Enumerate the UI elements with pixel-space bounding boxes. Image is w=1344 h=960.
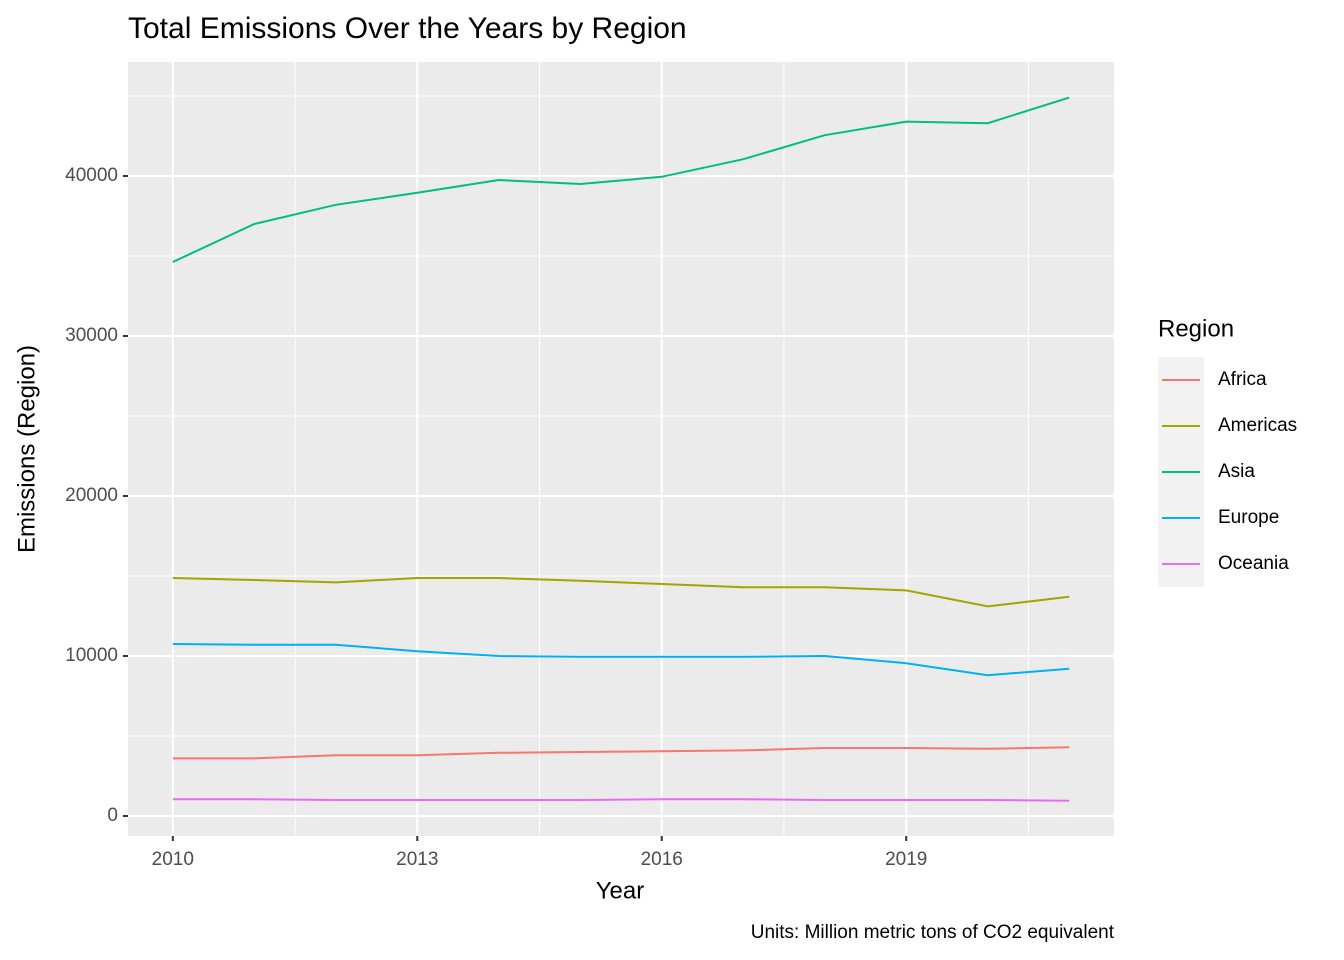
y-tick-label: 30000 [65, 325, 118, 346]
y-tick-label: 40000 [65, 165, 118, 186]
series-line [172, 643, 1070, 677]
legend-label: Americas [1218, 415, 1297, 436]
series-line [172, 577, 1070, 608]
y-tick-label: 10000 [65, 645, 118, 666]
y-tick-label: 20000 [65, 485, 118, 506]
x-tick-label: 2010 [152, 849, 194, 870]
legend-label: Africa [1218, 369, 1267, 390]
series-line [172, 798, 1070, 802]
x-tick-label: 2016 [641, 849, 683, 870]
x-tick-label: 2013 [396, 849, 438, 870]
chart-title: Total Emissions Over the Years by Region [128, 12, 687, 45]
caption: Units: Million metric tons of CO2 equiva… [751, 922, 1115, 943]
plot-panel [128, 62, 1114, 836]
series-line [172, 746, 1070, 760]
x-axis-title: Year [596, 877, 645, 904]
x-tick-label: 2019 [885, 849, 927, 870]
legend-label: Asia [1218, 461, 1255, 482]
series-line [172, 96, 1070, 263]
y-axis-title: Emissions (Region) [13, 345, 40, 553]
legend-title: Region [1158, 315, 1234, 342]
legend-label: Oceania [1218, 553, 1289, 574]
legend-label: Europe [1218, 507, 1279, 528]
y-tick-label: 0 [107, 805, 118, 826]
